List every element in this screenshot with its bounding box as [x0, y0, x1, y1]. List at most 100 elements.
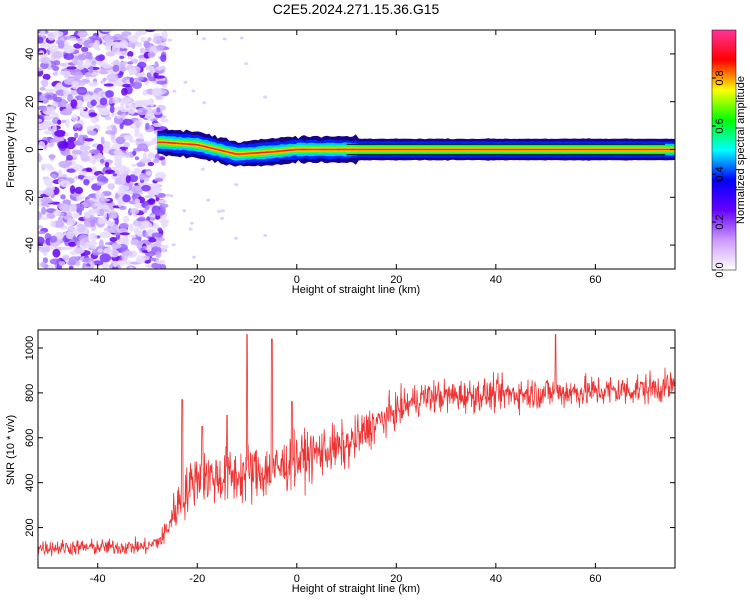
spectrogram-noise-cell — [68, 265, 74, 269]
spectrogram-noise-cell — [121, 83, 132, 88]
spectrogram-noise-cell — [109, 249, 120, 258]
spectrogram-noise-cell — [39, 93, 48, 101]
spectrogram-noise-cell — [72, 60, 84, 65]
spectrogram-noise-cell — [47, 45, 59, 52]
spectrogram-noise-cell — [100, 136, 105, 145]
spectrogram-noise-cell — [139, 47, 145, 54]
spectrogram-noise-cell — [99, 239, 104, 249]
spectrogram-noise-cell — [72, 212, 80, 219]
colorbar-label: Normalized spectral amplitude — [735, 76, 747, 224]
spectrogram-noise-cell — [89, 232, 98, 242]
spectrogram-noise-cell — [67, 93, 73, 102]
spectrogram-speckle — [191, 255, 196, 259]
spectrogram-noise-cell — [147, 37, 152, 42]
spectrogram-noise-cell — [127, 104, 138, 108]
spectrogram-noise-cell — [43, 130, 53, 135]
spectrogram-noise-cell — [121, 113, 127, 118]
spectrogram-noise-cell — [127, 34, 139, 43]
spectrogram-noise-cell — [68, 37, 77, 42]
spectrogram-content — [38, 30, 675, 269]
spectrogram-noise-cell — [44, 187, 54, 196]
spectrogram-noise-cell — [135, 121, 141, 128]
spectrogram-noise-cell — [120, 166, 131, 175]
spectrogram-speckle — [189, 221, 194, 225]
spectrogram-noise-cell — [103, 83, 114, 87]
spectrogram-noise-cell — [54, 96, 63, 102]
spectrogram-noise-cell — [71, 114, 79, 122]
spectrogram-noise-cell — [75, 38, 83, 42]
spectrogram-y-tick-label: 0 — [24, 146, 36, 152]
spectrogram-noise-cell — [73, 247, 85, 255]
spectrogram-x-tick-label: -20 — [189, 274, 205, 286]
snr-y-tick-label: 400 — [24, 473, 36, 491]
spectrogram-noise-cell — [48, 143, 54, 148]
spectrogram-noise-cell — [76, 197, 82, 202]
spectrogram-noise-cell — [138, 173, 146, 181]
spectrogram-noise-cell — [157, 199, 168, 204]
spectrogram-noise-cell — [127, 56, 132, 60]
spectrogram-y-axis-label: Frequency (Hz) — [5, 112, 17, 188]
spectrogram-noise-cell — [51, 31, 64, 37]
chart-title: C2E5.2024.271.15.36.G15 — [273, 1, 440, 17]
spectrogram-noise-cell — [90, 99, 97, 107]
spectrogram-noise-cell — [153, 72, 159, 77]
spectrogram-noise-cell — [131, 66, 136, 75]
spectrogram-noise-cell — [102, 64, 112, 69]
spectrogram-speckle — [263, 234, 268, 237]
spectrogram-x-axis-label: Height of straight line (km) — [292, 284, 420, 296]
spectrogram-noise-cell — [147, 161, 155, 167]
spectrogram-noise-cell — [106, 125, 112, 131]
spectrogram-noise-cell — [38, 118, 43, 123]
spectrogram-noise-cell — [84, 138, 94, 142]
spectrogram-noise-cell — [57, 40, 65, 49]
spectrogram-speckle — [200, 167, 205, 171]
spectrogram-noise-cell — [134, 198, 141, 205]
spectrogram-noise-cell — [111, 44, 121, 54]
snr-plot-area — [38, 330, 675, 568]
spectrogram-noise-cell — [133, 167, 142, 177]
spectrogram-noise-cell — [63, 87, 69, 97]
spectrogram-noise-cell — [70, 99, 78, 109]
spectrogram-noise-cell — [77, 106, 87, 110]
spectrogram-noise-cell — [124, 260, 133, 266]
spectrogram-noise-cell — [112, 260, 118, 268]
spectrogram-noise-cell — [89, 208, 97, 213]
spectrogram-speckle — [234, 236, 239, 240]
spectrogram-noise-cell — [109, 213, 118, 219]
spectrogram-noise-cell — [66, 154, 73, 161]
spectrogram-noise-cell — [83, 94, 93, 103]
spectrogram-speckle — [239, 36, 244, 40]
spectrogram-x-tick-label: -40 — [90, 274, 106, 286]
spectrogram-noise-cell — [59, 70, 71, 76]
spectrogram-noise-cell — [73, 164, 84, 172]
spectrogram-noise-cell — [109, 105, 115, 114]
spectrogram-noise-cell — [142, 109, 147, 114]
spectrogram-noise-cell — [156, 107, 161, 113]
spectrogram-y-ticks: -40 -20 0 20 40 — [24, 48, 675, 253]
spectrogram-noise-cell — [52, 248, 61, 258]
spectrogram-noise-cell — [134, 156, 139, 161]
spectrogram-noise-cell — [49, 235, 58, 243]
spectrogram-noise-cell — [128, 137, 134, 143]
spectrogram-noise-cell — [66, 66, 77, 70]
spectrogram-noise-cell — [136, 255, 146, 264]
spectrogram-noise-cell — [59, 180, 71, 188]
spectrogram-noise-cell — [81, 46, 89, 53]
spectrogram-noise-cell — [77, 174, 85, 180]
spectrogram-noise-cell — [40, 106, 48, 112]
spectrogram-noise-cell — [141, 157, 151, 163]
spectrogram-noise-cell — [148, 198, 156, 205]
spectrogram-noise-cell — [65, 119, 70, 128]
spectrogram-noise-cell — [57, 176, 67, 180]
spectrogram-noise-cell — [57, 169, 63, 177]
spectrogram-noise-cell — [75, 99, 84, 107]
spectrogram-noise-cell — [104, 161, 110, 168]
spectrogram-speckle — [220, 216, 225, 220]
spectrogram-noise-cell — [127, 51, 134, 58]
spectrogram-y-tick-label: -40 — [24, 237, 36, 253]
spectrogram-noise-cell — [83, 199, 95, 208]
snr-x-tick-label: -20 — [189, 573, 205, 585]
spectrogram-noise-cell — [119, 122, 124, 130]
spectrogram-speckle — [206, 198, 211, 202]
spectrogram-noise-cell — [119, 146, 129, 150]
